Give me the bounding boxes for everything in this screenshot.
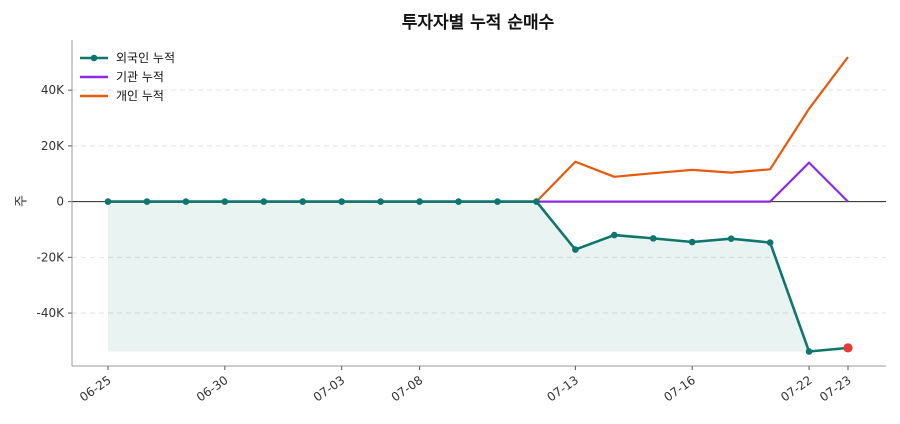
data-point — [533, 198, 540, 205]
x-tick-label: 06-30 — [194, 373, 231, 404]
legend-marker — [90, 54, 98, 62]
data-point — [416, 198, 423, 205]
x-tick-label: 07-13 — [544, 373, 581, 404]
data-point — [104, 198, 112, 205]
data-point — [260, 198, 268, 205]
chart-title: 투자자별 누적 순매수 — [402, 13, 555, 33]
y-tick-label: -40K — [37, 306, 66, 320]
area-layer — [108, 201, 848, 352]
data-point — [494, 198, 501, 205]
y-tick-label: -20K — [37, 250, 66, 264]
y-axis-label: 주 — [15, 195, 30, 207]
series-area-fill — [108, 201, 848, 352]
data-point — [182, 198, 190, 205]
data-point — [221, 198, 229, 205]
y-tick-label: 40K — [41, 83, 65, 97]
data-point — [338, 198, 345, 205]
x-tick-label: 06-25 — [77, 373, 114, 404]
data-point — [455, 198, 462, 205]
legend-label: 개인 누적 — [116, 89, 164, 103]
last-data-point — [843, 343, 853, 353]
series-line — [108, 161, 849, 203]
data-point — [377, 198, 384, 205]
x-tick-label: 07-03 — [311, 373, 348, 404]
y-tick-label: 20K — [41, 139, 65, 153]
data-point — [143, 198, 151, 205]
legend-label: 외국인 누적 — [116, 51, 175, 65]
x-tick-label: 07-23 — [817, 373, 854, 404]
legend-label: 기관 누적 — [116, 70, 164, 84]
series-line — [108, 56, 849, 203]
data-point — [805, 348, 813, 355]
data-point — [688, 238, 696, 246]
x-tick-label: 07-16 — [661, 373, 698, 404]
y-tick-label: 0 — [56, 195, 64, 209]
data-point — [611, 231, 618, 239]
series-layer — [104, 56, 853, 355]
grid — [72, 89, 886, 314]
data-point — [572, 246, 579, 253]
series-line — [108, 200, 849, 353]
data-point — [649, 235, 657, 242]
x-tick-label: 07-22 — [778, 373, 815, 404]
data-point — [727, 235, 735, 242]
x-tick-label: 07-08 — [389, 373, 426, 404]
data-point — [766, 239, 774, 246]
data-point — [299, 198, 307, 205]
